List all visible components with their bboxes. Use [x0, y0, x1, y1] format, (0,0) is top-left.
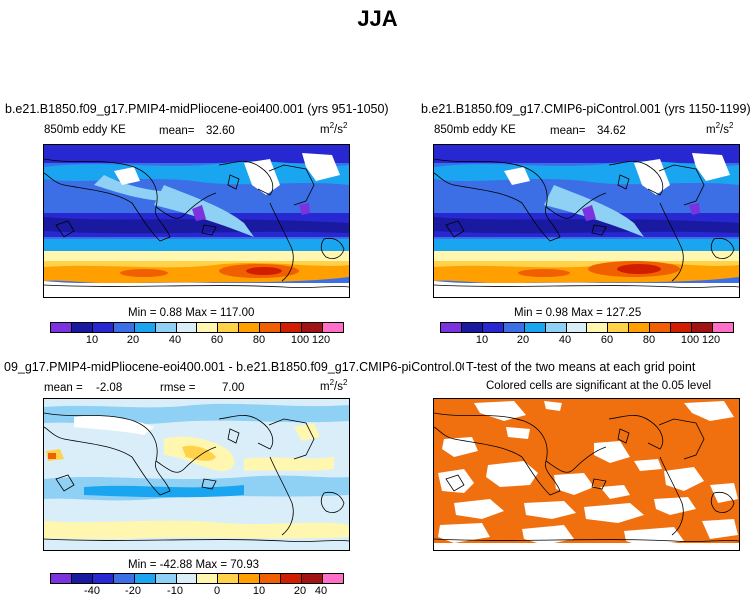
top-left-units: m2/s2 — [320, 121, 348, 136]
bottom-left-map — [43, 398, 350, 551]
bottom-right-map — [433, 398, 740, 551]
top-right-title: b.e21.B1850.f09_g17.CMIP6-piControl.001 … — [421, 102, 751, 116]
top-right-colorbar — [440, 322, 734, 333]
bottom-left-title: 09_g17.PMIP4-midPliocene-eoi400.001 - b.… — [4, 360, 464, 374]
cbar-cell — [134, 323, 156, 332]
cbar-cell — [260, 323, 282, 332]
top-left-tick: 40 — [168, 334, 182, 346]
cbar-cell — [197, 574, 219, 583]
figure-title: JJA — [357, 6, 398, 31]
cbar-cell — [134, 574, 156, 583]
cbar-cell — [92, 323, 114, 332]
top-right-tick: 120 — [701, 334, 721, 346]
top-right-mean-label: mean= — [550, 125, 586, 137]
bottom-right-subtitle: Colored cells are significant at the 0.0… — [486, 380, 712, 392]
top-right-tick: 10 — [475, 334, 489, 346]
cbar-cell — [566, 323, 588, 332]
bottom-left-tick: 20 — [293, 585, 307, 597]
cbar-cell — [587, 323, 609, 332]
cbar-cell — [712, 323, 733, 332]
cbar-cell — [176, 574, 198, 583]
top-right-tick: 100 — [680, 334, 700, 346]
cbar-cell — [71, 323, 93, 332]
top-left-tick: 80 — [252, 334, 266, 346]
bottom-left-tick: 10 — [252, 585, 266, 597]
top-left-map — [43, 144, 350, 298]
cbar-cell — [218, 574, 240, 583]
cbar-cell — [322, 323, 343, 332]
cbar-cell — [302, 323, 323, 332]
bottom-left-tick: 0 — [213, 585, 221, 597]
cbar-cell — [239, 323, 261, 332]
cbar-cell — [51, 574, 72, 583]
bottom-left-units: m2/s2 — [320, 378, 348, 393]
bottom-left-tick: -20 — [125, 585, 141, 597]
top-right-map — [433, 144, 740, 298]
cbar-cell — [482, 323, 504, 332]
cbar-cell — [671, 323, 693, 332]
top-right-units: m2/s2 — [706, 121, 734, 136]
cbar-cell — [629, 323, 651, 332]
cbar-cell — [113, 323, 135, 332]
bottom-left-colorbar — [50, 573, 344, 584]
cbar-cell — [218, 323, 240, 332]
top-left-tick: 20 — [126, 334, 140, 346]
top-right-tick: 40 — [558, 334, 572, 346]
top-left-colorbar — [50, 322, 344, 333]
top-left-tick: 100 — [290, 334, 310, 346]
top-left-mean-label: mean= — [159, 125, 195, 137]
cbar-cell — [545, 323, 567, 332]
top-left-variable: 850mb eddy KE — [44, 124, 126, 136]
cbar-cell — [692, 323, 713, 332]
cbar-cell — [281, 574, 303, 583]
cbar-cell — [260, 574, 282, 583]
cbar-cell — [51, 323, 72, 332]
top-left-mean-value: 32.60 — [206, 125, 235, 137]
cbar-cell — [503, 323, 525, 332]
top-left-tick: 10 — [85, 334, 99, 346]
top-right-variable: 850mb eddy KE — [434, 124, 516, 136]
cbar-cell — [113, 574, 135, 583]
cbar-cell — [71, 574, 93, 583]
cbar-cell — [650, 323, 672, 332]
cbar-cell — [155, 574, 177, 583]
top-left-title: b.e21.B1850.f09_g17.PMIP4-midPliocene-eo… — [5, 102, 389, 116]
bottom-left-rmse-label: rmse = — [160, 382, 196, 394]
cbar-cell — [239, 574, 261, 583]
top-right-minmax: Min = 0.98 Max = 127.25 — [514, 307, 642, 319]
bottom-left-minmax: Min = -42.88 Max = 70.93 — [128, 559, 260, 571]
cbar-cell — [322, 574, 343, 583]
cbar-cell — [155, 323, 177, 332]
cbar-cell — [302, 574, 323, 583]
bottom-left-tick: -10 — [167, 585, 183, 597]
cbar-cell — [281, 323, 303, 332]
bottom-left-mean-value: -2.08 — [96, 382, 123, 394]
top-left-minmax: Min = 0.88 Max = 117.00 — [128, 307, 255, 319]
cbar-cell — [608, 323, 630, 332]
cbar-cell — [524, 323, 546, 332]
top-right-tick: 60 — [600, 334, 614, 346]
top-right-tick: 20 — [516, 334, 530, 346]
top-left-tick: 120 — [311, 334, 331, 346]
cbar-cell — [197, 323, 219, 332]
cbar-cell — [441, 323, 462, 332]
cbar-cell — [92, 574, 114, 583]
bottom-left-rmse-value: 7.00 — [222, 382, 245, 394]
bottom-left-tick: 40 — [314, 585, 328, 597]
bottom-right-title: T-test of the two means at each grid poi… — [466, 360, 696, 374]
bottom-left-tick: -40 — [84, 585, 100, 597]
cbar-cell — [176, 323, 198, 332]
top-right-tick: 80 — [642, 334, 656, 346]
bottom-left-mean-label: mean = — [44, 382, 83, 394]
top-right-mean-value: 34.62 — [597, 125, 626, 137]
cbar-cell — [461, 323, 483, 332]
top-left-tick: 60 — [210, 334, 224, 346]
